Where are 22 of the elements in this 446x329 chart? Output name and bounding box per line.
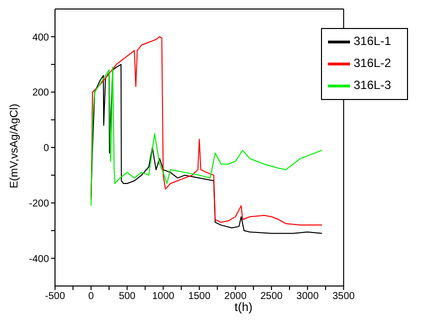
line-series: [90, 66, 322, 206]
y-tick-label: 400: [32, 32, 50, 44]
legend-label: 316L-2: [354, 56, 391, 70]
legend-label: 316L-1: [354, 34, 391, 48]
x-tick-label: 1000: [152, 291, 175, 302]
x-axis-title: t(h): [234, 300, 252, 314]
y-axis-title: E(mV,vsAg/AgCl): [8, 104, 22, 188]
line-series: [90, 36, 322, 226]
y-tick-label: -400: [28, 254, 50, 265]
x-tick-label: 2000: [224, 291, 247, 302]
x-tick-label: 1500: [188, 291, 211, 302]
line-series: [90, 64, 322, 234]
y-tick-label: 0: [43, 143, 50, 154]
x-tick-label: 3500: [332, 291, 356, 302]
x-tick-label: 0: [88, 291, 94, 302]
y-tick-label: 200: [32, 88, 50, 99]
x-tick-label: 500: [118, 291, 136, 302]
legend-label: 316L-3: [354, 78, 391, 92]
x-tick-label: 3000: [296, 291, 320, 302]
x-tick-label: -500: [44, 291, 66, 302]
x-tick-label: 2500: [260, 291, 284, 302]
y-tick-label: -200: [28, 198, 50, 210]
